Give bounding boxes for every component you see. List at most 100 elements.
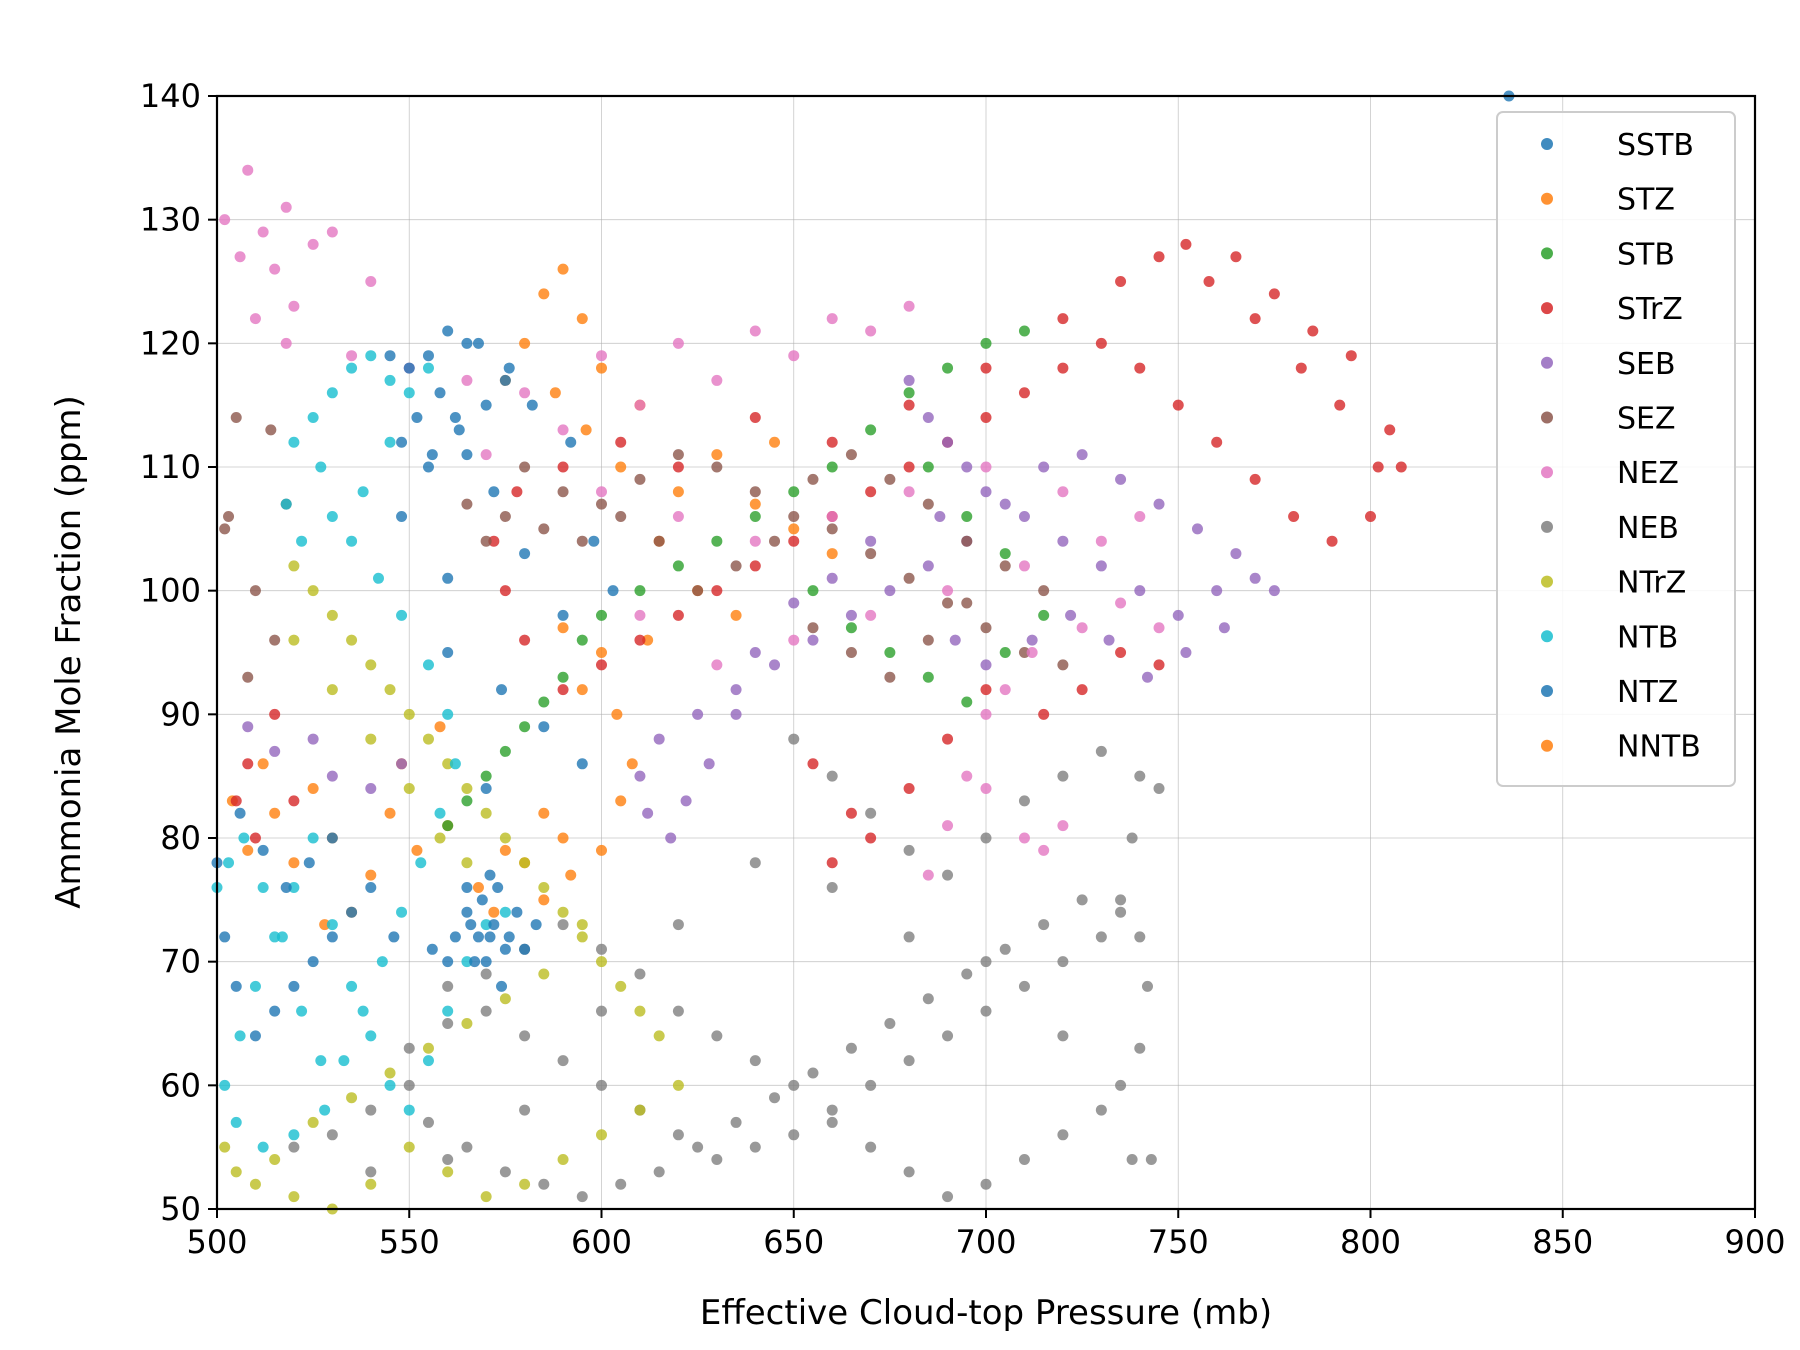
data-point-seb xyxy=(826,572,838,584)
data-point-sstb xyxy=(480,783,492,795)
data-point-neb xyxy=(365,1166,377,1178)
data-point-neb xyxy=(1115,1079,1127,1091)
data-point-ntz xyxy=(384,350,396,362)
data-point-stb xyxy=(538,696,550,708)
data-point-ntz xyxy=(249,1030,261,1042)
data-point-nez xyxy=(1115,597,1127,609)
data-point-strz xyxy=(1268,288,1280,300)
data-point-ntrz xyxy=(596,956,607,968)
data-point-ntz xyxy=(434,387,446,399)
data-point-ntb xyxy=(307,832,319,844)
y-tick-label: 140 xyxy=(140,77,201,115)
data-point-strz xyxy=(1057,313,1069,325)
data-point-neb xyxy=(1057,1129,1069,1141)
data-point-nez xyxy=(865,609,877,621)
data-point-neb xyxy=(845,1042,857,1054)
data-point-nez xyxy=(634,609,646,621)
data-point-neb xyxy=(442,1154,454,1166)
data-point-sez xyxy=(961,597,973,609)
data-point-sstb xyxy=(461,449,473,461)
data-point-ntrz xyxy=(442,1166,454,1178)
data-point-strz xyxy=(1115,647,1127,658)
y-tick-label: 100 xyxy=(140,572,201,610)
data-point-sez xyxy=(538,523,550,535)
data-point-seb xyxy=(1230,548,1242,560)
data-point-seb xyxy=(242,721,254,733)
data-point-ntz xyxy=(307,956,319,968)
data-point-stz xyxy=(580,424,592,436)
data-point-strz xyxy=(1384,424,1396,436)
data-point-seb xyxy=(1211,585,1223,597)
data-point-strz xyxy=(845,807,857,819)
data-point-nez xyxy=(672,337,684,349)
x-tick-label: 800 xyxy=(1340,1223,1401,1261)
data-point-ntb xyxy=(326,919,338,931)
y-tick-label: 130 xyxy=(140,201,201,239)
data-point-stb xyxy=(1018,325,1030,337)
data-point-ntb xyxy=(384,374,396,386)
data-point-neb xyxy=(1057,1030,1069,1042)
data-point-seb xyxy=(269,745,281,757)
data-point-strz xyxy=(749,560,761,572)
data-point-strz xyxy=(1295,362,1307,374)
data-point-sez xyxy=(480,535,492,547)
data-point-nez xyxy=(269,263,281,275)
data-point-nez xyxy=(903,486,915,498)
data-point-strz xyxy=(903,783,915,795)
data-point-strz xyxy=(1180,238,1192,250)
axis-ticks: 500 550 600 650 700 750 800 850 900 50 60 70 80 90 100… xyxy=(140,77,1786,1261)
data-point-sez xyxy=(826,523,838,535)
data-point-strz xyxy=(1372,461,1384,473)
data-point-neb xyxy=(557,919,569,931)
legend-marker-stb xyxy=(1541,247,1553,260)
data-point-ntrz xyxy=(576,931,588,943)
data-point-strz xyxy=(596,659,607,671)
legend-label-stz: STZ xyxy=(1617,183,1675,218)
legend-label-sez: SEZ xyxy=(1617,402,1676,437)
data-point-nez xyxy=(346,350,358,362)
data-point-seb xyxy=(1268,585,1280,597)
data-point-nez xyxy=(961,770,973,782)
data-point-nez xyxy=(980,708,992,720)
data-point-neb xyxy=(615,1178,627,1190)
data-point-ntz xyxy=(511,906,523,918)
data-point-strz xyxy=(903,399,915,411)
data-point-seb xyxy=(903,374,915,386)
data-point-ntrz xyxy=(365,733,377,745)
data-point-stz xyxy=(615,461,627,473)
data-point-ntrz xyxy=(519,1178,531,1190)
data-point-stb xyxy=(557,671,569,683)
data-point-sez xyxy=(711,461,723,473)
data-point-ntb xyxy=(280,498,292,510)
data-point-ntz xyxy=(257,844,269,856)
data-point-ntb xyxy=(326,510,338,522)
y-tick-label: 50 xyxy=(160,1190,201,1228)
data-point-ntrz xyxy=(499,832,511,844)
data-point-sez xyxy=(730,560,742,572)
data-point-ntrz xyxy=(480,807,492,819)
data-point-neb xyxy=(903,1166,915,1178)
data-point-ntz xyxy=(530,919,542,931)
data-point-stb xyxy=(749,510,761,522)
data-point-ntz xyxy=(503,931,515,943)
data-point-stb xyxy=(961,510,973,522)
data-point-strz xyxy=(980,412,992,424)
data-point-ntz xyxy=(461,881,473,893)
data-point-sez xyxy=(884,671,896,683)
data-point-seb xyxy=(692,708,704,720)
data-point-neb xyxy=(1076,894,1088,906)
data-point-strz xyxy=(865,486,877,498)
data-point-neb xyxy=(788,1079,800,1091)
data-point-ntz xyxy=(269,1005,281,1017)
data-point-ntz xyxy=(411,412,423,424)
data-point-seb xyxy=(307,733,319,745)
data-point-stz xyxy=(611,708,623,720)
data-point-ntb xyxy=(442,708,454,720)
data-point-nez xyxy=(826,510,838,522)
data-point-seb xyxy=(1057,535,1069,547)
data-point-strz xyxy=(269,708,281,720)
data-point-neb xyxy=(442,980,454,992)
data-point-ntrz xyxy=(307,585,319,597)
data-point-ntz xyxy=(472,931,484,943)
data-point-strz xyxy=(557,461,569,473)
